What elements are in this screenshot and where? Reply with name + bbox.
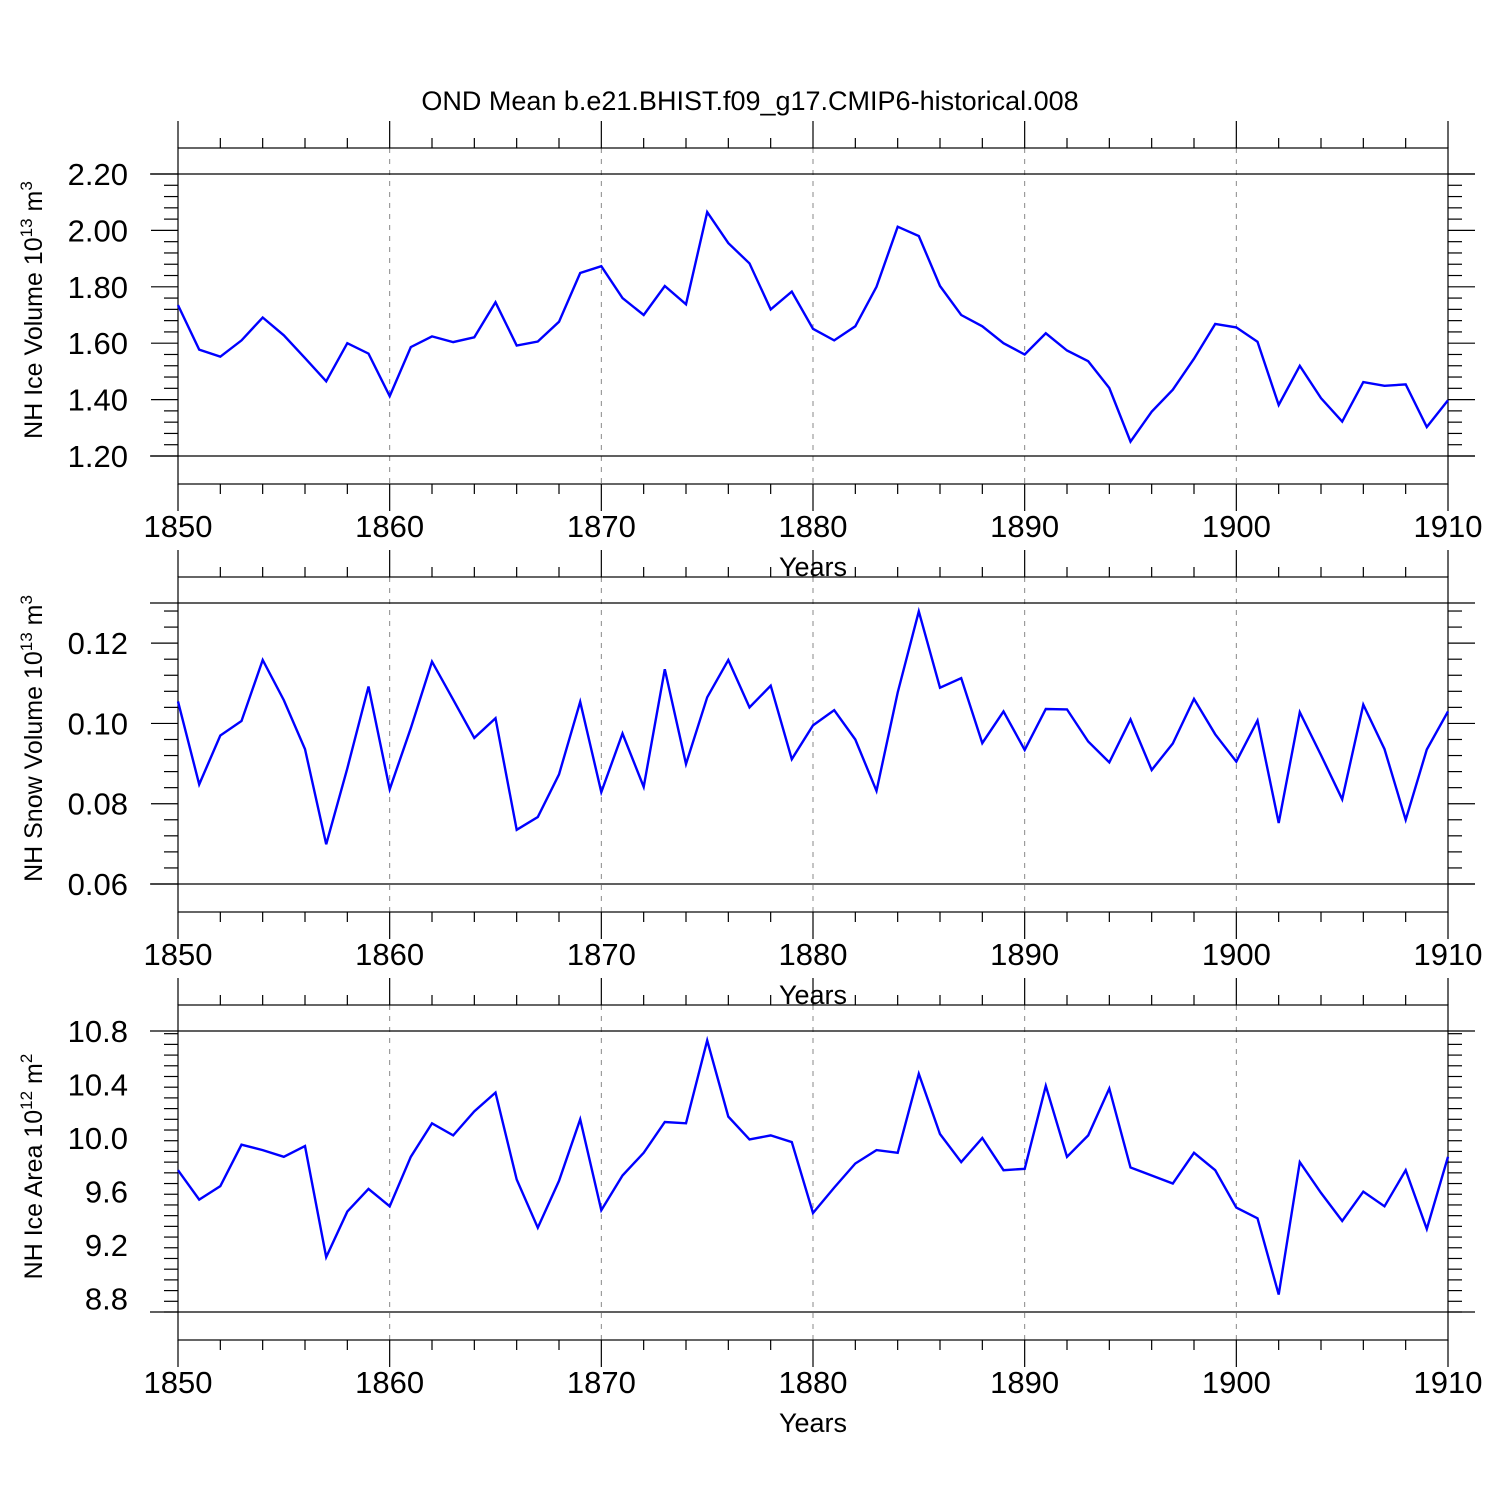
series-line xyxy=(176,209,1449,445)
x-tick-label: 1860 xyxy=(355,937,424,972)
y-axis-title: NH Ice Area 1012 m2 xyxy=(17,1054,48,1280)
y-axis-title-text: NH Ice Volume 10 xyxy=(20,237,48,439)
panel-3: 8.8 9.2 9.6 10.0 10.4 10.8 1850 1860 1870 1880 189… xyxy=(17,978,1482,1438)
figure-title: OND Mean b.e21.BHIST.f09_g17.CMIP6-histo… xyxy=(421,86,1078,116)
y-axis-title-exponent: 12 xyxy=(17,1091,36,1110)
y-tick-label: 10.8 xyxy=(68,1014,128,1049)
x-tick-label: 1890 xyxy=(990,509,1059,544)
x-tick-label: 1850 xyxy=(144,509,213,544)
x-tick-label: 1880 xyxy=(779,1365,848,1400)
y-tick-label: 0.06 xyxy=(68,867,128,902)
y-axis-title-text: NH Ice Area 10 xyxy=(20,1110,48,1280)
y-axis-title-unit: m xyxy=(20,1063,48,1091)
x-tick-label: 1880 xyxy=(779,509,848,544)
x-tick-label: 1900 xyxy=(1202,937,1271,972)
x-tick-label: 1870 xyxy=(567,937,636,972)
y-axis-title: NH Ice Volume 1013 m3 xyxy=(17,181,48,439)
x-tick-label: 1870 xyxy=(567,1365,636,1400)
y-axis-title-unit-exponent: 2 xyxy=(17,1054,36,1063)
panel-2: 0.06 0.08 0.10 0.12 1850 1860 1870 1880 1890 1900… xyxy=(17,550,1482,1010)
y-tick-label: 0.12 xyxy=(68,626,128,661)
y-tick-label: 2.00 xyxy=(68,213,128,248)
y-tick-label: 1.60 xyxy=(68,326,128,361)
y-axis-title-unit: m xyxy=(20,605,48,633)
y-axis-title-unit: m xyxy=(20,191,48,219)
x-tick-label: 1850 xyxy=(144,1365,213,1400)
y-axis-title-exponent: 13 xyxy=(17,632,36,651)
y-tick-label: 1.20 xyxy=(68,439,128,474)
y-axis-title-unit-exponent: 3 xyxy=(17,595,36,604)
y-tick-label: 1.40 xyxy=(68,383,128,418)
x-tick-label: 1910 xyxy=(1414,937,1483,972)
y-axis-title: NH Snow Volume 1013 m3 xyxy=(17,595,48,882)
y-axis-title-exponent: 13 xyxy=(17,218,36,237)
y-tick-label: 10.4 xyxy=(68,1068,128,1103)
x-axis-title: Years xyxy=(779,1408,847,1438)
series-line xyxy=(176,606,1450,845)
y-tick-label: 2.20 xyxy=(68,157,128,192)
x-tick-label: 1860 xyxy=(355,1365,424,1400)
y-axis-title-text: NH Snow Volume 10 xyxy=(20,651,48,882)
x-tick-label: 1870 xyxy=(567,509,636,544)
x-tick-label: 1890 xyxy=(990,937,1059,972)
y-tick-label: 0.10 xyxy=(68,706,128,741)
x-tick-label: 1890 xyxy=(990,1365,1059,1400)
x-tick-label: 1850 xyxy=(144,937,213,972)
series-line xyxy=(177,1035,1450,1295)
y-tick-label: 9.2 xyxy=(85,1228,128,1263)
y-tick-label: 10.0 xyxy=(68,1121,128,1156)
x-tick-label: 1860 xyxy=(355,509,424,544)
y-tick-label: 1.80 xyxy=(68,270,128,305)
x-tick-label: 1900 xyxy=(1202,1365,1271,1400)
x-tick-label: 1900 xyxy=(1202,509,1271,544)
panels-container: 1.20 1.40 1.60 1.80 2.00 2.20 1850 1860 1870 1880… xyxy=(17,121,1482,1438)
y-axis-title-unit-exponent: 3 xyxy=(17,181,36,190)
x-tick-label: 1910 xyxy=(1414,509,1483,544)
y-tick-label: 9.6 xyxy=(85,1175,128,1210)
panel-1: 1.20 1.40 1.60 1.80 2.00 2.20 1850 1860 1870 1880… xyxy=(17,121,1482,582)
x-tick-label: 1910 xyxy=(1414,1365,1483,1400)
y-tick-label: 8.8 xyxy=(85,1282,128,1317)
x-tick-label: 1880 xyxy=(779,937,848,972)
y-tick-label: 0.08 xyxy=(68,787,128,822)
